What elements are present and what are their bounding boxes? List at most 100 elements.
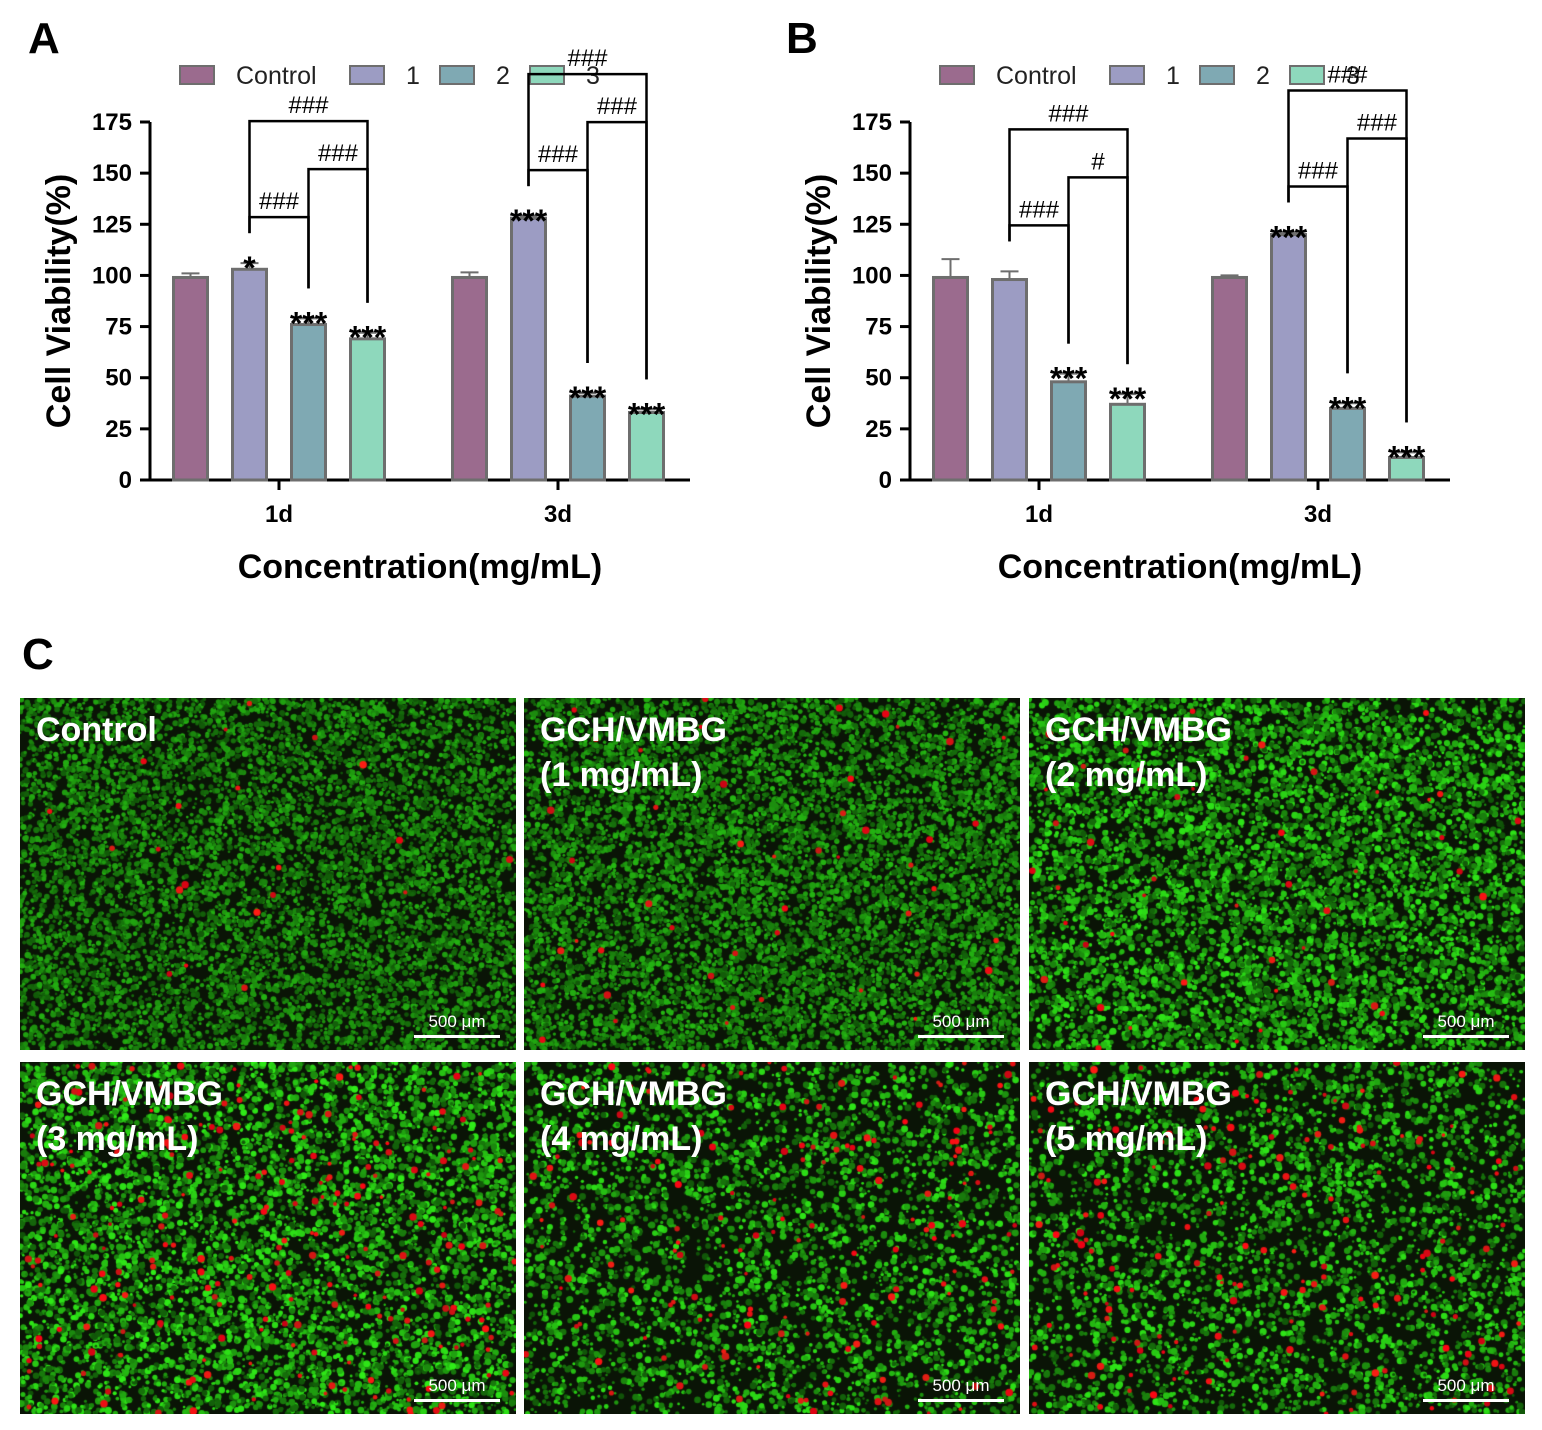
significance-label: ### <box>567 45 608 72</box>
scale-bar: 500 μm <box>414 1012 500 1038</box>
scale-bar-line <box>1423 1035 1509 1038</box>
significance-stars: *** <box>1270 219 1308 255</box>
bar-control-3d <box>1211 275 1248 482</box>
y-tick-label: 75 <box>105 314 132 341</box>
legend-label-3: 3 <box>586 62 600 90</box>
bar-2-3d <box>569 394 606 482</box>
bar-chart-a: Control 1 2 3 0 25 50 75 100 125 150 175 1d 3d Concent… <box>40 45 690 586</box>
significance-stars: * <box>243 250 256 286</box>
micrograph-label: GCH/VMBG (2 mg/mL) <box>1045 711 1232 794</box>
panel-letter-b: B <box>786 14 818 63</box>
micrograph-5-mg: GCH/VMBG (5 mg/mL) 500 μm <box>1029 1062 1525 1414</box>
micrograph-control: Control 500 μm <box>20 698 516 1050</box>
legend-swatch-1 <box>1109 65 1145 85</box>
bar-1-1d <box>231 267 268 482</box>
significance-label: ### <box>597 93 638 120</box>
significance-bracket <box>1346 137 1408 423</box>
x-tick-label: 1d <box>265 501 293 528</box>
significance-stars: *** <box>510 203 548 239</box>
fluorescence-image <box>1029 1062 1525 1414</box>
x-tick-label: 3d <box>544 501 572 528</box>
micrograph-label: GCH/VMBG (3 mg/mL) <box>36 1075 223 1158</box>
bar-chart-b: Control 1 2 3 0 25 50 75 100 125 150 175 1d 3d Concent… <box>800 61 1450 586</box>
y-tick-label: 100 <box>852 262 892 289</box>
micrograph-4-mg: GCH/VMBG (4 mg/mL) 500 μm <box>524 1062 1020 1414</box>
y-tick-label: 175 <box>852 109 892 136</box>
y-tick-label: 25 <box>865 416 892 443</box>
scale-bar: 500 μm <box>1423 1376 1509 1402</box>
legend-label-3: 3 <box>1346 62 1360 90</box>
micrograph-2-mg: GCH/VMBG (2 mg/mL) 500 μm <box>1029 698 1525 1050</box>
scale-bar: 500 μm <box>1423 1012 1509 1038</box>
scale-bar-line <box>414 1035 500 1038</box>
y-tick-label: 125 <box>852 211 892 238</box>
scale-bar: 500 μm <box>414 1376 500 1402</box>
micrograph-1-mg: GCH/VMBG (1 mg/mL) 500 μm <box>524 698 1020 1050</box>
panel-letter-a: A <box>28 14 60 63</box>
significance-bracket <box>248 119 369 303</box>
bar-control-3d <box>451 275 488 482</box>
x-tick-label: 3d <box>1304 501 1332 528</box>
scale-bar-label: 500 μm <box>1437 1376 1495 1395</box>
legend-swatch-2 <box>439 65 475 85</box>
scale-bar-label: 500 μm <box>428 1012 486 1031</box>
micrograph-label: GCH/VMBG (1 mg/mL) <box>540 711 727 794</box>
scale-bar-line <box>1423 1399 1509 1402</box>
fluorescence-image <box>1029 698 1525 1050</box>
scale-bar-line <box>918 1035 1004 1038</box>
micrograph-label: Control <box>36 711 157 749</box>
significance-label: ### <box>1019 196 1060 223</box>
x-axis-title: Concentration(mg/mL) <box>238 548 603 586</box>
y-tick-label: 50 <box>865 365 892 392</box>
bar-3-1d <box>349 337 386 482</box>
y-tick-label: 100 <box>92 262 132 289</box>
x-tick-label: 1d <box>1025 501 1053 528</box>
y-axis-title: Cell Viability(%) <box>40 174 78 428</box>
significance-stars: *** <box>349 320 387 356</box>
legend-swatch-control <box>939 65 975 85</box>
bar-1-1d <box>991 278 1028 482</box>
bar-control-1d <box>932 275 969 482</box>
y-tick-label: 150 <box>92 160 132 187</box>
scale-bar-line <box>414 1399 500 1402</box>
bar-1-3d <box>1270 233 1307 482</box>
scale-bar-label: 500 μm <box>1437 1012 1495 1031</box>
significance-label: ### <box>318 140 359 167</box>
y-tick-label: 50 <box>105 365 132 392</box>
y-tick-label: 0 <box>119 467 132 494</box>
bar-2-1d <box>1050 380 1087 482</box>
fluorescence-image <box>20 698 516 1050</box>
scale-bar-line <box>918 1399 1004 1402</box>
significance-label: ### <box>288 92 329 119</box>
significance-stars: *** <box>1050 361 1088 397</box>
significance-bracket <box>307 167 369 303</box>
y-tick-label: 75 <box>865 314 892 341</box>
significance-label: ### <box>538 141 579 168</box>
bar-control-1d <box>172 275 209 482</box>
significance-bracket <box>1008 128 1129 365</box>
y-tick-label: 175 <box>92 109 132 136</box>
significance-stars: *** <box>628 396 666 432</box>
legend-label-control: Control <box>236 62 317 90</box>
bar-2-1d <box>290 323 327 482</box>
significance-label: ### <box>1327 61 1368 88</box>
x-axis-title: Concentration(mg/mL) <box>998 548 1363 586</box>
panel-letter-c: C <box>22 630 54 679</box>
significance-bracket <box>527 72 648 380</box>
micrograph-label: GCH/VMBG (5 mg/mL) <box>1045 1075 1232 1158</box>
legend-swatch-1 <box>349 65 385 85</box>
legend-label-1: 1 <box>406 62 420 90</box>
legend-label-control: Control <box>996 62 1077 90</box>
legend-swatch-3 <box>1289 65 1325 85</box>
significance-stars: *** <box>290 305 328 341</box>
micrograph-3-mg: GCH/VMBG (3 mg/mL) 500 μm <box>20 1062 516 1414</box>
scale-bar: 500 μm <box>918 1012 1004 1038</box>
scale-bar: 500 μm <box>918 1376 1004 1402</box>
significance-bracket <box>1287 89 1408 423</box>
significance-stars: *** <box>1109 381 1147 417</box>
y-tick-label: 150 <box>852 160 892 187</box>
significance-stars: *** <box>569 380 607 416</box>
y-tick-label: 0 <box>879 467 892 494</box>
legend-label-1: 1 <box>1166 62 1180 90</box>
legend-label-2: 2 <box>1256 62 1270 90</box>
